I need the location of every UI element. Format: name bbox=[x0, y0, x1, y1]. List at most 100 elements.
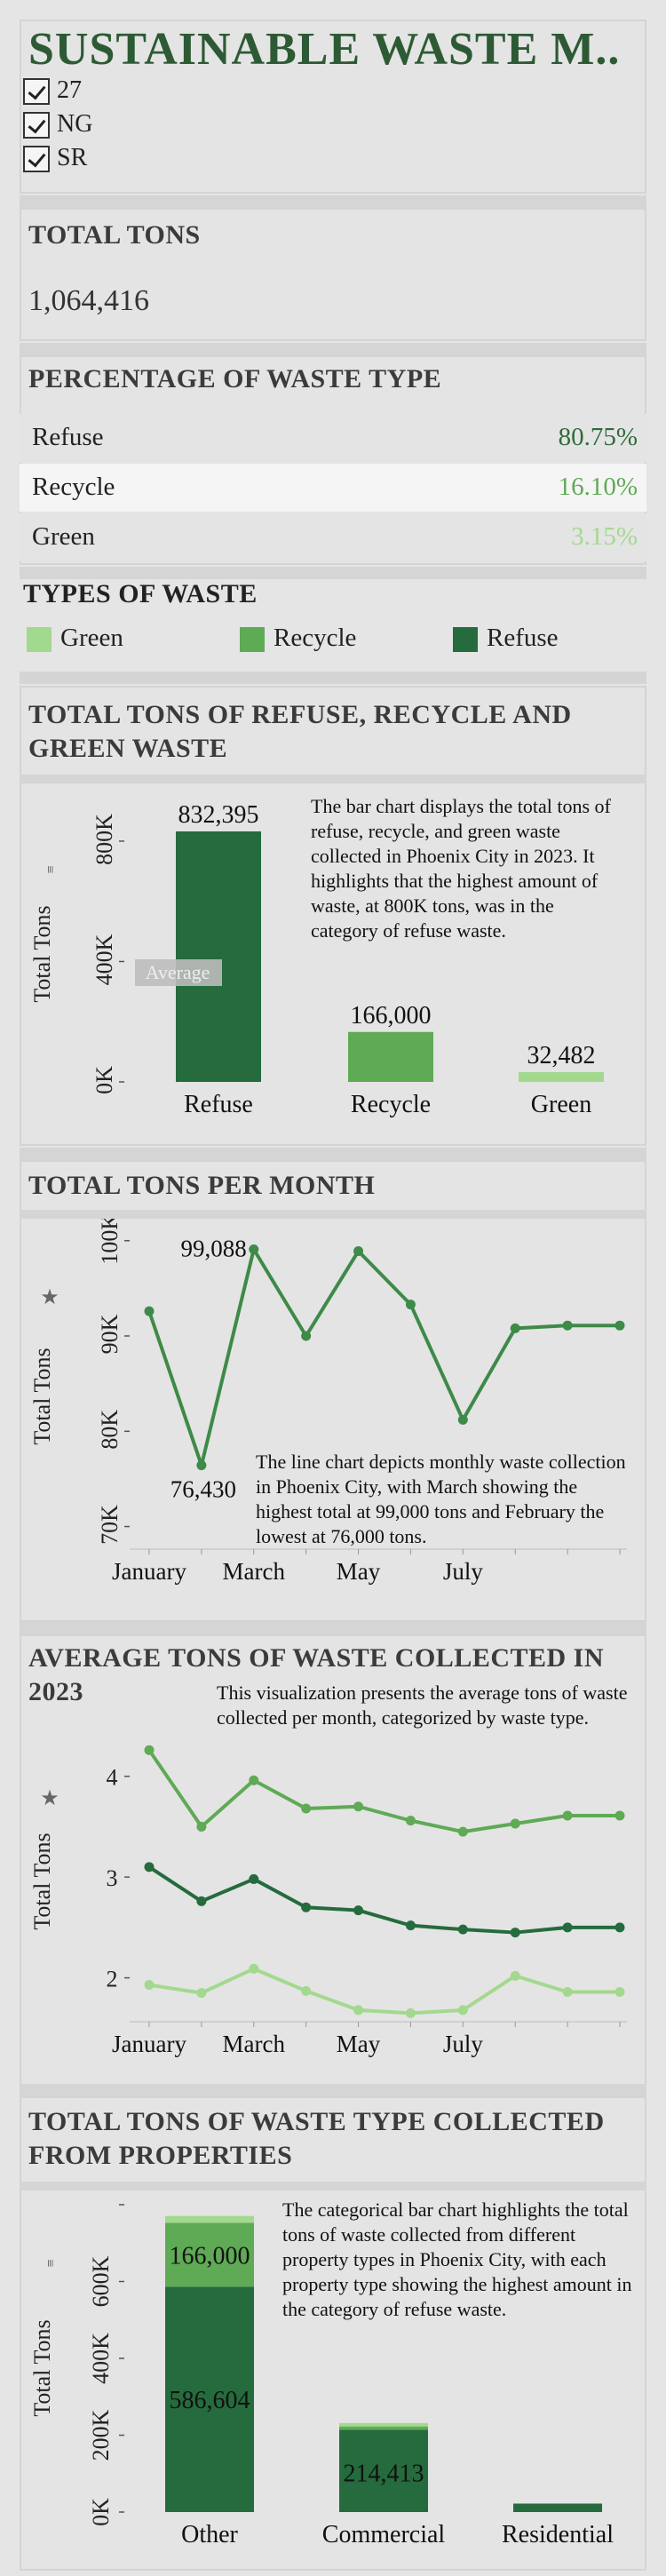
data-point bbox=[405, 1920, 416, 1931]
header-panel bbox=[20, 20, 646, 194]
bar-chart-header-rule bbox=[20, 775, 646, 783]
data-point bbox=[562, 1922, 573, 1933]
data-point bbox=[301, 1985, 312, 1996]
x-tick-label: May bbox=[337, 2031, 381, 2057]
y-tick-label: 3 bbox=[107, 1865, 118, 1891]
filter-checkbox-sr[interactable] bbox=[23, 146, 50, 172]
series-line-1 bbox=[147, 1865, 620, 1935]
y-tick-label: 2 bbox=[107, 1967, 118, 1992]
y-axis-title: Total Tons bbox=[29, 905, 55, 1002]
data-point bbox=[457, 1826, 468, 1837]
data-point bbox=[614, 1810, 625, 1821]
bar-value-label: 832,395 bbox=[178, 801, 259, 829]
y-tick-label: 400K bbox=[91, 934, 117, 985]
bar-chart-title-line2: GREEN WASTE bbox=[28, 734, 228, 763]
data-point-may bbox=[353, 1246, 364, 1257]
data-point-august bbox=[510, 1323, 520, 1333]
data-point-july bbox=[457, 1414, 468, 1425]
x-tick-label: March bbox=[223, 2031, 286, 2057]
bar-chart: Total Tons ≡ 0K 400K 800K 832,395 Refuse 166,00… bbox=[29, 801, 604, 1118]
segment-value-label: 214,413 bbox=[344, 2461, 424, 2488]
data-point bbox=[196, 1821, 207, 1832]
reference-line-label-box bbox=[135, 959, 222, 986]
pin-icon: ★ bbox=[40, 1787, 59, 1810]
filter-checkbox-27[interactable] bbox=[23, 78, 50, 105]
line-chart-panel bbox=[20, 1160, 646, 1622]
y-tick-label: 0K bbox=[88, 2498, 114, 2526]
stack-segment-refuse bbox=[165, 2286, 254, 2512]
data-point bbox=[510, 1970, 520, 1981]
y-axis-title: Total Tons bbox=[29, 1348, 55, 1444]
data-point bbox=[144, 1862, 155, 1872]
y-tick-label: 80K bbox=[97, 1410, 123, 1450]
bar-refuse bbox=[176, 831, 261, 1082]
stack-segment-green bbox=[165, 2215, 254, 2223]
data-point bbox=[301, 1803, 312, 1814]
series-line bbox=[147, 1247, 620, 1467]
data-point-june bbox=[405, 1300, 416, 1310]
data-point bbox=[562, 1810, 573, 1821]
data-point bbox=[510, 1928, 520, 1938]
x-tick-label: May bbox=[337, 1558, 381, 1585]
legend-title: TYPES OF WASTE bbox=[23, 579, 258, 608]
y-tick-label: 4 bbox=[107, 1765, 118, 1791]
legend-swatch-refuse[interactable] bbox=[453, 627, 478, 652]
data-point bbox=[353, 1801, 364, 1812]
legend-label-refuse: Refuse bbox=[487, 624, 559, 652]
data-point bbox=[301, 1902, 312, 1912]
data-point bbox=[405, 1816, 416, 1826]
percentage-value: 80.75% bbox=[558, 423, 638, 451]
percentage-row-green[interactable]: Green 3.15% bbox=[20, 513, 646, 561]
total-tons-value: 1,064,416 bbox=[28, 284, 149, 317]
line-chart-description: The line chart depicts monthly waste col… bbox=[256, 1451, 626, 1547]
data-point bbox=[405, 2008, 416, 2018]
x-tick-label: Refuse bbox=[184, 1091, 253, 1118]
data-point bbox=[144, 1980, 155, 1991]
x-tick-label: July bbox=[443, 1558, 484, 1585]
data-point-february bbox=[196, 1460, 207, 1471]
series-line-0 bbox=[147, 1749, 620, 1834]
section-divider bbox=[20, 1622, 646, 1634]
data-point-september bbox=[562, 1320, 573, 1331]
line-chart-title: TOTAL TONS PER MONTH bbox=[28, 1171, 376, 1200]
percentage-row-refuse[interactable]: Refuse 80.75% bbox=[20, 414, 646, 462]
legend-swatch-recycle[interactable] bbox=[240, 627, 265, 652]
legend-swatch-green[interactable] bbox=[27, 627, 52, 652]
data-point bbox=[249, 1775, 259, 1785]
y-tick-label: 90K bbox=[97, 1314, 123, 1354]
x-tick-label: March bbox=[223, 1558, 286, 1585]
average-chart: Total Tons ★ 2 3 4 January March May July bbox=[29, 1745, 627, 2057]
series-line-2 bbox=[148, 1967, 620, 2015]
x-tick-label: January bbox=[112, 2031, 186, 2057]
average-chart-title-line1: AVERAGE TONS OF WASTE COLLECTED IN bbox=[28, 1643, 605, 1673]
section-divider bbox=[20, 1148, 646, 1160]
stack-segment-recycle bbox=[165, 2222, 254, 2287]
property-chart-description: The categorical bar chart highlights the… bbox=[282, 2198, 632, 2320]
filter-icon: ≡ bbox=[44, 2259, 59, 2267]
stack-segment-recycle bbox=[339, 2426, 428, 2430]
percentage-label: Recycle bbox=[32, 473, 115, 501]
filter-label-sr: SR bbox=[57, 144, 88, 171]
filter-checkbox-ng[interactable] bbox=[23, 112, 50, 139]
data-point-april bbox=[301, 1331, 312, 1341]
segment-value-label: 166,000 bbox=[170, 2242, 250, 2270]
x-tick-label: Other bbox=[181, 2521, 238, 2548]
section-divider bbox=[20, 195, 646, 208]
section-divider bbox=[20, 567, 646, 579]
dashboard-title: SUSTAINABLE WASTE M.. bbox=[28, 24, 621, 75]
data-point bbox=[249, 1873, 259, 1884]
x-tick-label: Green bbox=[531, 1091, 591, 1118]
y-tick-label: 200K bbox=[88, 2409, 114, 2461]
data-point bbox=[614, 1987, 625, 1998]
percentage-value: 16.10% bbox=[558, 473, 638, 501]
stack-segment-refuse bbox=[339, 2429, 428, 2512]
x-tick-label: Commercial bbox=[322, 2521, 446, 2548]
legend-label-green: Green bbox=[60, 624, 123, 652]
property-chart-panel bbox=[20, 2096, 646, 2571]
data-point bbox=[510, 1818, 520, 1829]
y-tick-label: 400K bbox=[88, 2333, 114, 2384]
y-axis-title: Total Tons bbox=[29, 2319, 55, 2416]
percentage-row-recycle[interactable]: Recycle 16.10% bbox=[20, 464, 646, 512]
property-chart-title-line2: FROM PROPERTIES bbox=[28, 2141, 293, 2170]
data-point bbox=[196, 1988, 207, 1999]
